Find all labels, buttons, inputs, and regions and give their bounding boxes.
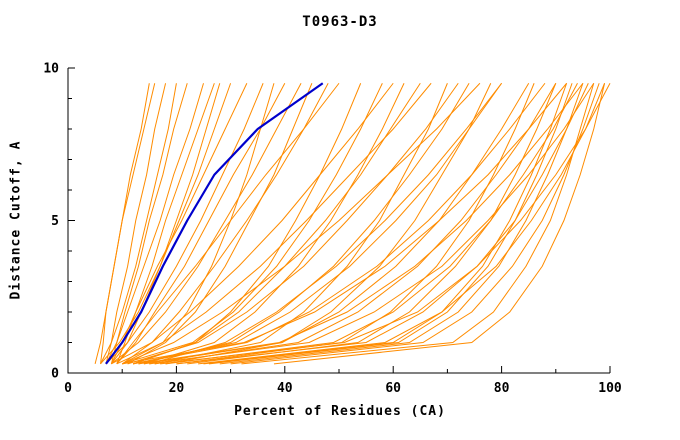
model-curve <box>143 83 405 365</box>
model-curve <box>187 83 557 365</box>
highlight-curve <box>105 82 324 365</box>
model-curve <box>154 83 448 365</box>
x-tick-label: 60 <box>385 381 401 396</box>
model-curve <box>132 82 546 365</box>
y-tick-label: 5 <box>51 214 59 229</box>
model-curve <box>110 83 221 365</box>
model-curve <box>176 83 535 365</box>
x-tick-label: 80 <box>494 381 510 396</box>
model-curve <box>230 83 600 365</box>
model-curve <box>219 83 584 365</box>
model-curve <box>111 82 394 365</box>
x-tick-label: 40 <box>277 381 293 396</box>
model-curve <box>273 83 606 365</box>
tick-labels: 0 20 40 60 80 100 0 5 10 <box>43 62 622 397</box>
model-curves <box>94 82 611 365</box>
model-curve <box>138 82 584 365</box>
model-curve <box>208 83 573 365</box>
model-curve <box>138 82 470 365</box>
model-curve <box>132 83 362 365</box>
x-axis-label: Percent of Residues (CA) <box>234 404 446 419</box>
axes <box>67 67 611 374</box>
model-curve <box>198 83 606 365</box>
model-curve <box>122 82 568 365</box>
x-tick-label: 20 <box>169 381 185 396</box>
model-curve <box>111 83 302 365</box>
model-curve <box>116 83 286 365</box>
model-curve <box>122 83 383 365</box>
model-curve <box>116 82 432 365</box>
model-curve <box>100 83 156 364</box>
x-tick-label: 0 <box>64 381 72 396</box>
model-curve <box>160 83 611 365</box>
model-curve <box>116 83 215 365</box>
model-curve <box>154 82 557 365</box>
model-curve <box>176 83 589 365</box>
model-curve <box>127 82 459 365</box>
model-curve <box>100 83 232 365</box>
model-curve <box>122 82 481 365</box>
model-curve <box>165 83 578 365</box>
model-curve <box>241 83 595 365</box>
model-curve <box>121 83 275 365</box>
y-tick-label: 0 <box>51 367 59 382</box>
model-curve <box>105 83 167 364</box>
x-tick-label: 100 <box>598 381 622 396</box>
y-axis-label: Distance Cutoff, A <box>8 140 24 300</box>
model-curve <box>121 83 329 365</box>
model-curve <box>105 83 264 365</box>
model-curve <box>132 82 503 365</box>
model-curve <box>149 82 502 365</box>
model-curve <box>105 83 204 365</box>
model-curve <box>149 82 595 365</box>
model-curve <box>100 83 177 365</box>
chart-title: T0963-D3 <box>302 14 378 30</box>
y-tick-label: 10 <box>43 62 59 77</box>
model-curve <box>116 82 340 365</box>
